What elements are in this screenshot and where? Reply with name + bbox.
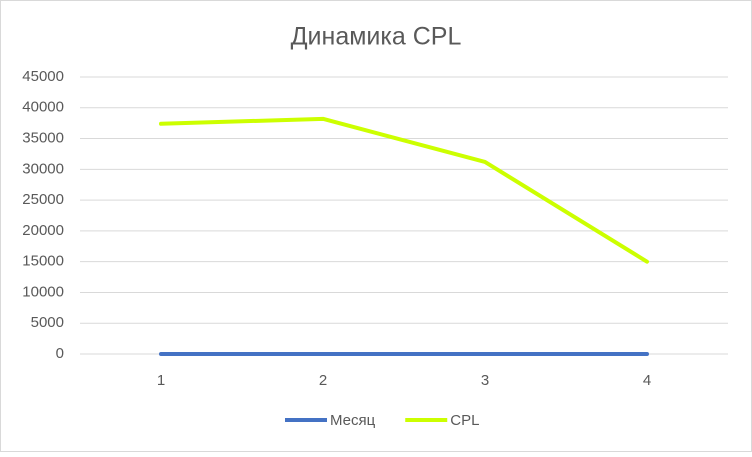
y-tick-label: 35000 (22, 130, 64, 147)
legend-label: Месяц (330, 412, 376, 429)
y-tick-label: 45000 (22, 68, 64, 85)
y-tick-label: 30000 (22, 160, 64, 177)
y-tick-label: 0 (56, 345, 64, 362)
y-tick-label: 10000 (22, 283, 64, 300)
y-tick-label: 20000 (22, 222, 64, 239)
legend-label: CPL (450, 412, 479, 429)
chart-title: Динамика CPL (291, 23, 462, 51)
x-tick-label: 2 (319, 372, 327, 389)
y-tick-label: 15000 (22, 253, 64, 270)
x-tick-label: 3 (481, 372, 489, 389)
x-tick-label: 1 (157, 372, 165, 389)
y-tick-label: 5000 (31, 314, 64, 331)
y-tick-label: 25000 (22, 191, 64, 208)
y-tick-label: 40000 (22, 99, 64, 116)
x-tick-label: 4 (643, 372, 651, 389)
